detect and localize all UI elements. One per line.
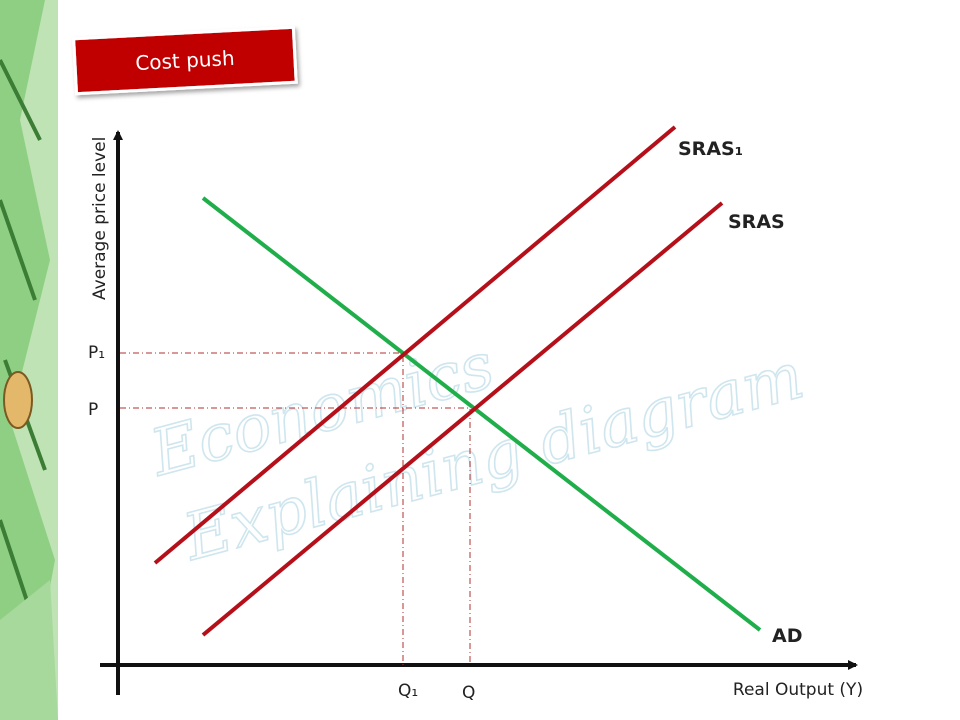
guide-line xyxy=(120,407,471,665)
price-label: P xyxy=(88,400,98,420)
title: Cost push xyxy=(135,46,235,75)
quantity-label: Q xyxy=(462,683,475,703)
ad-curve xyxy=(201,196,762,632)
banner-box xyxy=(72,25,298,96)
curve-label: SRAS₁ xyxy=(678,138,743,160)
sras-curve xyxy=(201,201,724,637)
price-label: P₁ xyxy=(88,343,105,363)
sras1-curve xyxy=(153,125,677,565)
quantity-label: Q₁ xyxy=(398,681,418,701)
title-banner: Cost push xyxy=(72,25,298,96)
watermark: Economics Explaining diagram xyxy=(142,328,812,576)
curve-label: AD xyxy=(772,625,802,647)
y-axis-label: Average price level xyxy=(90,137,110,300)
x-axis-label: Real Output (Y) xyxy=(733,680,863,700)
decorative-border xyxy=(0,0,58,720)
curve-label: SRAS xyxy=(728,211,785,233)
